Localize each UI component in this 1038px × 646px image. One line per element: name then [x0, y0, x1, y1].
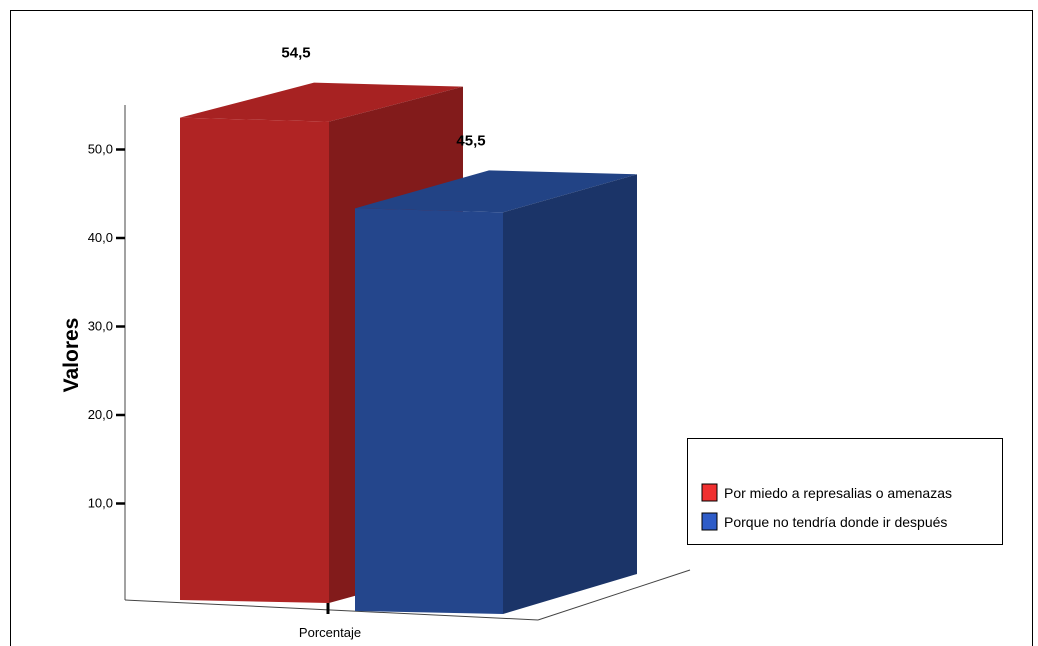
floor-right-edge: [537, 569, 691, 621]
legend-label-series-1: Por miedo a represalias o amenazas: [724, 485, 952, 501]
bar-side-face: [503, 174, 637, 614]
y-tick-label: 40,0: [88, 230, 113, 245]
y-tick-label: 30,0: [88, 319, 113, 334]
legend-swatch-red: [701, 483, 718, 502]
legend-swatch-blue: [701, 512, 718, 531]
legend-box: [687, 438, 1003, 545]
y-axis-ticks: 10,0 20,0 30,0 40,0 50,0: [88, 142, 125, 511]
legend: Por miedo a represalias o amenazas Porqu…: [687, 438, 1003, 545]
bar-front-face: [180, 117, 329, 604]
y-tick-label: 10,0: [88, 496, 113, 511]
bar-front-face: [355, 208, 503, 614]
legend-label-series-2: Porque no tendría donde ir después: [724, 514, 947, 530]
y-axis-title: Valores: [60, 318, 83, 393]
bar-top-face: [180, 82, 463, 122]
bar-value-label: 45,5: [456, 132, 485, 149]
floor-front-edge: [124, 599, 539, 621]
category-label: Porcentaje: [299, 625, 361, 640]
y-tick-label: 20,0: [88, 407, 113, 422]
bar-value-label: 54,5: [281, 45, 310, 62]
y-tick-label: 50,0: [88, 142, 113, 157]
bar-top-face: [355, 170, 637, 213]
bars: 54,5 45,5: [180, 45, 637, 614]
